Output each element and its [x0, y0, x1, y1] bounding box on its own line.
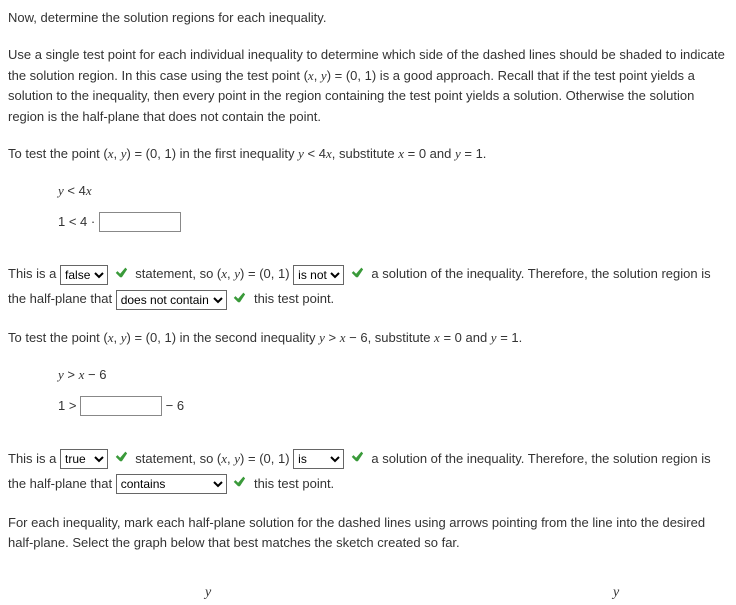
y-axis-label-left: y: [205, 582, 211, 604]
result2-paragraph: This is a falsetrue statement, so (x, y)…: [8, 447, 728, 497]
text: This is a: [8, 451, 60, 466]
text: this test point.: [254, 292, 334, 307]
intro-line: Now, determine the solution regions for …: [8, 8, 728, 29]
text: >: [64, 367, 79, 382]
result1-tf-select[interactable]: falsetrue: [60, 265, 108, 285]
text: statement, so (: [135, 267, 221, 282]
text: ) = (0, 1) in the first inequality: [127, 146, 299, 161]
result1-contain-select[interactable]: containsdoes not contain: [116, 290, 227, 310]
text: = 0 and: [404, 146, 455, 161]
checkmark-icon: [232, 288, 246, 313]
text: 1 < 4 ·: [58, 214, 99, 229]
checkmark-icon: [350, 263, 364, 288]
test2-paragraph: To test the point (x, y) = (0, 1) in the…: [8, 328, 728, 349]
text: ) = (0, 1) in the second inequality: [127, 330, 320, 345]
test1-line-a: y < 4x: [58, 181, 728, 202]
test2-answer-input[interactable]: [80, 396, 162, 416]
text: = 1.: [461, 146, 487, 161]
checkmark-icon: [350, 447, 364, 472]
text: = 0 and: [440, 330, 491, 345]
checkmark-icon: [114, 263, 128, 288]
axis-labels-row: y y: [8, 582, 728, 596]
text: < 4: [304, 146, 326, 161]
text: 1 >: [58, 398, 80, 413]
text: This is a: [8, 267, 60, 282]
result1-is-select[interactable]: isis not: [293, 265, 344, 285]
explanation-paragraph: Use a single test point for each individ…: [8, 45, 728, 128]
text: , substitute: [368, 330, 434, 345]
test2-line-b: 1 > − 6: [58, 394, 728, 419]
text: ) = (0, 1): [240, 451, 293, 466]
text: To test the point (: [8, 146, 108, 161]
result2-is-select[interactable]: isis not: [293, 449, 344, 469]
text: ,: [114, 330, 121, 345]
checkmark-icon: [232, 472, 246, 497]
text: − 6: [84, 367, 106, 382]
text: >: [325, 330, 340, 345]
text: To test the point (: [8, 330, 108, 345]
text: ) = (0, 1): [240, 267, 293, 282]
checkmark-icon: [114, 447, 128, 472]
text: = 1.: [497, 330, 523, 345]
closing-paragraph: For each inequality, mark each half-plan…: [8, 513, 728, 555]
text: ,: [114, 146, 121, 161]
var-x: x: [86, 183, 92, 198]
text: < 4: [64, 183, 86, 198]
text: − 6: [346, 330, 368, 345]
result2-contain-select[interactable]: containsdoes not contain: [116, 474, 227, 494]
text: this test point.: [254, 476, 334, 491]
test2-line-a: y > x − 6: [58, 365, 728, 386]
y-axis-label-right: y: [613, 582, 619, 604]
text: − 6: [166, 398, 184, 413]
test1-paragraph: To test the point (x, y) = (0, 1) in the…: [8, 144, 728, 165]
test1-line-b: 1 < 4 ·: [58, 210, 728, 235]
text: , substitute: [332, 146, 398, 161]
text: ,: [314, 68, 321, 83]
test1-answer-input[interactable]: [99, 212, 181, 232]
result2-tf-select[interactable]: falsetrue: [60, 449, 108, 469]
text: statement, so (: [135, 451, 221, 466]
result1-paragraph: This is a falsetrue statement, so (x, y)…: [8, 262, 728, 312]
